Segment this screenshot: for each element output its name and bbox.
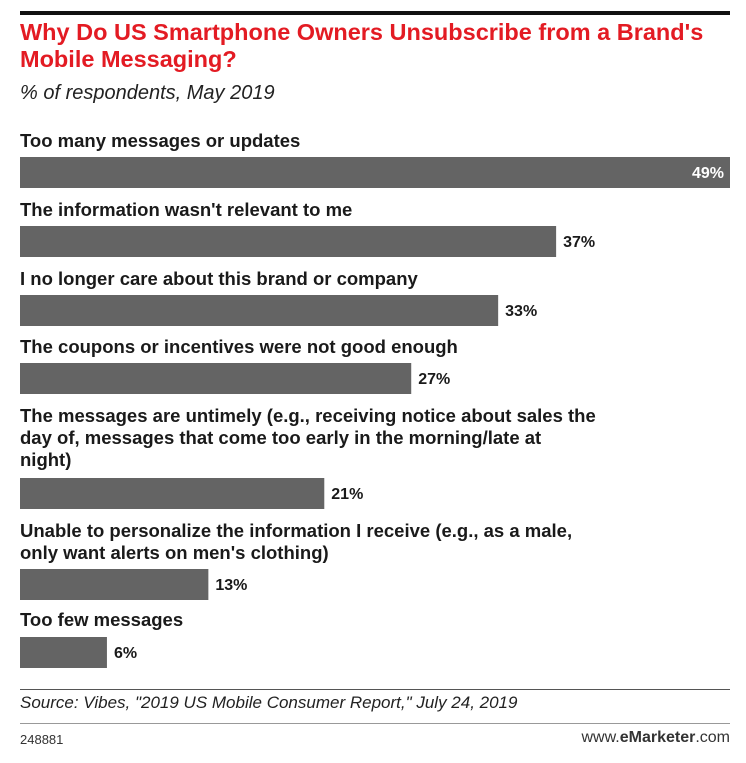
- category-label: Unable to personalize the information I …: [20, 520, 572, 541]
- value-label: 13%: [215, 577, 247, 594]
- bar: [20, 226, 557, 257]
- bar: [20, 363, 412, 394]
- value-label: 21%: [331, 486, 363, 503]
- category-label: Too many messages or updates: [20, 130, 300, 151]
- category-label: The coupons or incentives were not good …: [20, 336, 458, 357]
- brand-name: eMarketer: [619, 729, 696, 746]
- value-label: 49%: [692, 165, 724, 182]
- value-label: 33%: [505, 303, 537, 320]
- category-label: night): [20, 449, 71, 470]
- category-label: Too few messages: [20, 609, 183, 630]
- chart-id: 248881: [20, 732, 64, 747]
- bar: [20, 637, 107, 668]
- bar: [20, 569, 209, 600]
- bar: [20, 478, 325, 509]
- bar: [20, 157, 730, 188]
- footer-rule: [20, 723, 730, 724]
- chart-subtitle: % of respondents, May 2019: [20, 82, 275, 104]
- category-label: The information wasn't relevant to me: [20, 199, 352, 220]
- value-label: 6%: [114, 645, 137, 662]
- value-label: 37%: [563, 234, 595, 251]
- brand-suffix: .com: [695, 729, 730, 746]
- brand-logo[interactable]: www.eMarketer.com: [581, 729, 730, 747]
- source-rule: [20, 689, 730, 690]
- category-label: only want alerts on men's clothing): [20, 542, 329, 563]
- brand-prefix: www.: [581, 729, 620, 746]
- value-label: 27%: [418, 371, 450, 388]
- source-note: Source: Vibes, "2019 US Mobile Consumer …: [20, 693, 518, 712]
- category-label: I no longer care about this brand or com…: [20, 268, 419, 289]
- category-label: The messages are untimely (e.g., receivi…: [20, 405, 596, 426]
- bar: [20, 295, 499, 326]
- category-label: day of, messages that come too early in …: [20, 427, 541, 448]
- chart-title: Why Do US Smartphone Owners Unsubscribe …: [20, 19, 704, 72]
- top-rule: [20, 11, 730, 15]
- bar-chart: Too many messages or updates 49% The infor…: [20, 130, 730, 668]
